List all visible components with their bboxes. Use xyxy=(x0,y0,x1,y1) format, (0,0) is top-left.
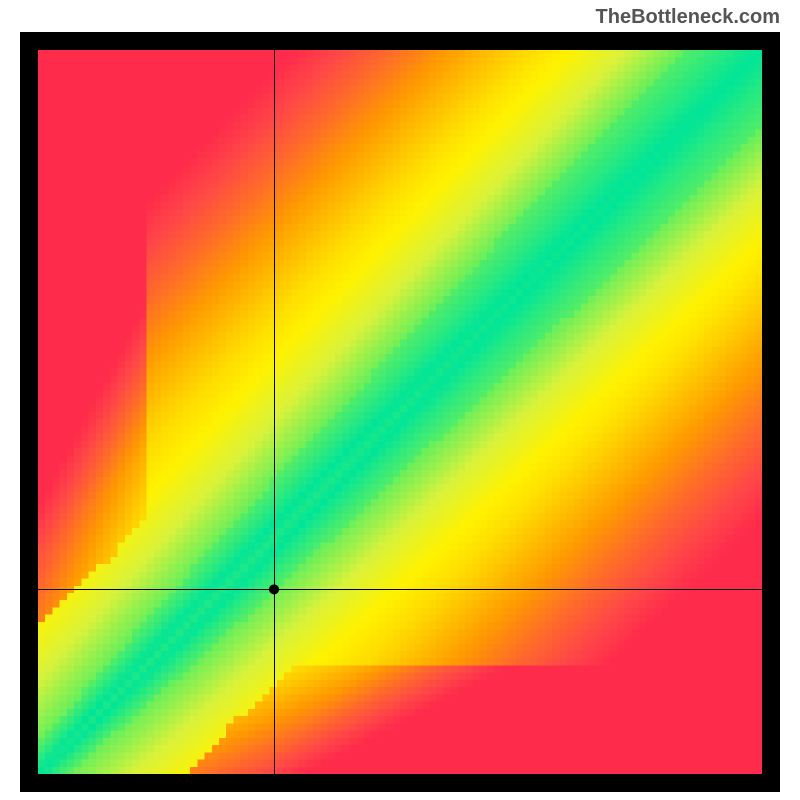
overlay-canvas xyxy=(38,50,762,774)
chart-container: TheBottleneck.com xyxy=(0,0,800,800)
plot-frame xyxy=(20,32,780,792)
watermark-text: TheBottleneck.com xyxy=(596,6,780,29)
